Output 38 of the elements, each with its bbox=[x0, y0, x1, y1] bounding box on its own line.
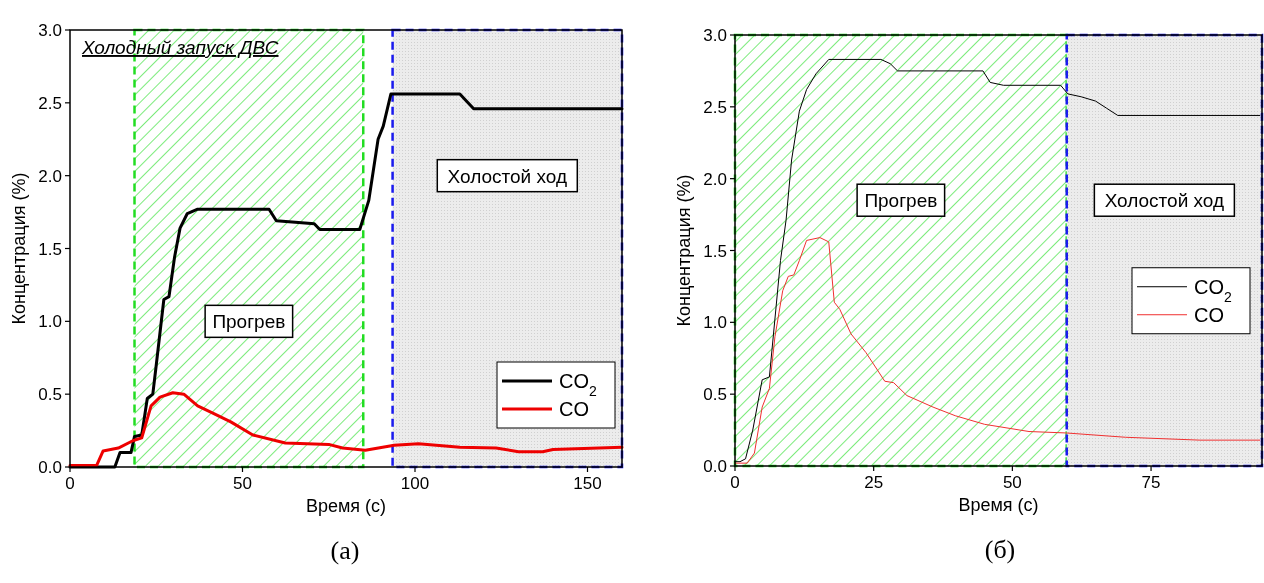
band-label: Холостой ход bbox=[1104, 190, 1225, 212]
x-axis-title: Время (с) bbox=[305, 496, 387, 516]
y-tick-label: 0.5 bbox=[703, 385, 727, 405]
x-tick-label: 50 bbox=[1002, 473, 1022, 492]
y-tick-label: 1.5 bbox=[703, 241, 727, 261]
y-tick-label: 2.5 bbox=[38, 93, 62, 113]
x-tick-label: 0 bbox=[730, 473, 740, 492]
y-tick-label: 2.5 bbox=[703, 97, 727, 117]
y-tick-label: 0.0 bbox=[703, 457, 727, 476]
legend-label: CO bbox=[559, 398, 589, 420]
legend-label: CO$_{2}$ bbox=[1194, 275, 1232, 305]
x-tick-label: 25 bbox=[864, 473, 884, 492]
band-label: Прогрев bbox=[212, 311, 286, 333]
chart-title: Холодный запуск ДВС bbox=[81, 37, 279, 58]
legend-label: CO bbox=[1194, 303, 1224, 326]
y-axis-title: Концентрация (%) bbox=[674, 174, 694, 327]
x-tick-label: 75 bbox=[1141, 473, 1161, 492]
x-tick-label: 100 bbox=[400, 474, 430, 493]
text: (а) bbox=[330, 536, 360, 565]
y-tick-label: 3.0 bbox=[703, 26, 727, 45]
y-tick-label: 0.5 bbox=[38, 385, 62, 405]
y-tick-label: 1.0 bbox=[703, 313, 727, 333]
legend-label: CO$_{2}$ bbox=[559, 370, 597, 399]
text: (б) bbox=[984, 535, 1016, 564]
x-tick-label: 0 bbox=[65, 474, 75, 493]
line-series bbox=[734, 237, 1261, 464]
x-tick-label: 150 bbox=[573, 474, 602, 493]
y-tick-label: 0.0 bbox=[38, 458, 62, 477]
y-tick-label: 3.0 bbox=[38, 21, 62, 40]
x-tick-label: 50 bbox=[233, 474, 252, 493]
band-label: Прогрев bbox=[864, 190, 938, 212]
y-tick-label: 1.0 bbox=[38, 312, 62, 332]
y-tick-label: 1.5 bbox=[38, 239, 62, 259]
y-tick-label: 2.0 bbox=[38, 166, 62, 186]
y-tick-label: 2.0 bbox=[703, 169, 727, 189]
band-label: Холостой ход bbox=[447, 165, 568, 187]
y-axis-title: Концентрация (%) bbox=[9, 172, 29, 325]
x-axis-title: Время (с) bbox=[958, 495, 1039, 515]
